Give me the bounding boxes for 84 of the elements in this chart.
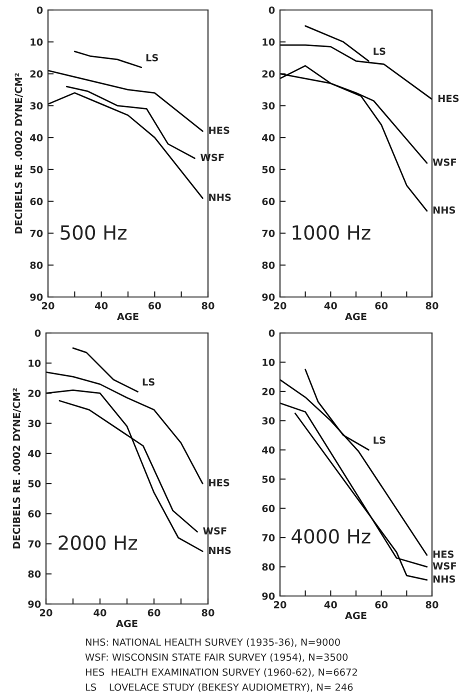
y-tick-label: 40 (262, 446, 275, 454)
y-tick-label: 20 (30, 70, 43, 78)
y-axis-title: DECIBELS RE .0002 DYNE/CM² (12, 388, 21, 548)
y-tick-label: 30 (262, 417, 275, 424)
x-tick-label: 20 (274, 302, 286, 310)
x-tick-label: 80 (426, 302, 438, 310)
y-tick-label: 80 (28, 570, 41, 578)
x-tick-label: 40 (324, 601, 337, 608)
x-tick-label: 80 (202, 609, 214, 616)
y-tick-label: 0 (268, 329, 275, 337)
y-tick-label: 70 (262, 534, 275, 542)
y-tick-label: 20 (28, 390, 41, 398)
x-tick-label: 60 (375, 302, 388, 310)
text: 4000 Hz (292, 528, 370, 544)
text: HES HEALTH EXAMINATION SURVEY (1960-62), N=6672 (86, 668, 357, 677)
y-tick-label: 80 (30, 262, 43, 269)
y-tick-label: 70 (262, 230, 275, 238)
series-label: NHS (209, 194, 231, 201)
x-tick-label: 60 (148, 302, 161, 310)
x-axis-title: AGE (344, 312, 366, 320)
y-tick-label: 80 (262, 563, 275, 571)
text: 2000 Hz (58, 535, 137, 550)
x-axis-title: AGE (116, 620, 138, 628)
x-tick-label: 20 (274, 601, 286, 608)
y-tick-label: 10 (262, 38, 275, 46)
text: WSF: WISCONSIN STATE FAIR SURVEY (1954), N=3500 (85, 653, 348, 662)
x-axis-title: AGE (116, 312, 138, 320)
y-tick-label: 70 (28, 540, 41, 548)
x-tick-label: 60 (148, 609, 160, 616)
y-tick-label: 10 (30, 38, 43, 46)
y-tick-label: 20 (262, 70, 275, 78)
series-label: WSF (432, 158, 456, 166)
y-tick-label: 0 (34, 329, 41, 337)
y-tick-label: 80 (262, 262, 275, 269)
y-tick-label: 50 (28, 480, 41, 488)
series-label: HES (438, 94, 459, 102)
series-label: LS (374, 436, 386, 444)
series-label: NHS (433, 575, 456, 583)
x-tick-label: 20 (42, 302, 54, 310)
series-label: NHS (433, 206, 456, 214)
y-tick-label: 40 (30, 134, 43, 142)
y-tick-label: 20 (262, 388, 275, 396)
text: 1000 Hz (292, 225, 370, 240)
series-label: LS (374, 48, 386, 55)
text: LS LOVELACE STUDY (BEKESY AUDIOMETRY), N= 246 (86, 683, 353, 692)
y-tick-label: 60 (30, 198, 43, 206)
series-label: HES (433, 550, 454, 558)
y-tick-label: 90 (30, 293, 43, 301)
series-label: HES (209, 126, 230, 134)
y-tick-label: 70 (30, 230, 43, 238)
y-axis-title: DECIBELS RE .0002 DYNE/CM² (14, 73, 23, 234)
x-tick-label: 40 (94, 609, 106, 616)
series-label: LS (146, 54, 158, 62)
x-tick-label: 40 (324, 302, 337, 310)
y-tick-label: 30 (262, 102, 275, 110)
y-tick-label: 50 (262, 476, 275, 483)
x-axis-title: AGE (344, 612, 366, 620)
y-tick-label: 30 (28, 420, 41, 428)
y-tick-label: 90 (28, 600, 41, 608)
y-tick-label: 50 (262, 166, 275, 174)
y-tick-label: 60 (28, 510, 41, 518)
y-tick-label: 10 (262, 358, 275, 366)
y-tick-label: 40 (262, 134, 275, 142)
series-label: LS (142, 378, 154, 386)
x-tick-label: 60 (375, 601, 388, 608)
x-tick-label: 40 (95, 302, 108, 310)
y-tick-label: 30 (30, 102, 43, 110)
y-tick-label: 0 (268, 6, 275, 14)
y-tick-label: 90 (262, 592, 275, 600)
y-tick-label: 60 (262, 198, 275, 206)
text: NHS: NATIONAL HEALTH SURVEY (1935-36), N=9000 (86, 638, 340, 647)
y-tick-label: 90 (262, 293, 275, 301)
x-tick-label: 80 (426, 601, 438, 608)
x-tick-label: 20 (40, 609, 52, 616)
series-label: NHS (209, 546, 231, 554)
y-tick-label: 40 (28, 450, 41, 458)
x-tick-label: 80 (202, 302, 214, 310)
series-label: HES (209, 479, 230, 486)
y-tick-label: 10 (28, 360, 41, 367)
series-label: WSF (432, 562, 456, 570)
y-tick-label: 50 (30, 166, 43, 174)
text: 500 Hz (60, 225, 126, 240)
y-tick-label: 60 (262, 504, 275, 512)
y-tick-label: 0 (36, 6, 43, 14)
